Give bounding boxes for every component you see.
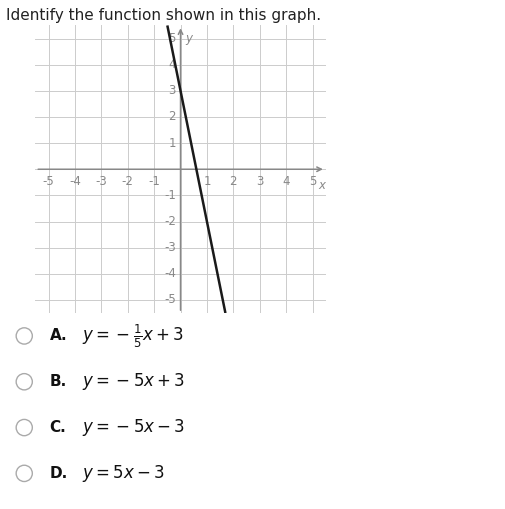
Text: 2: 2	[230, 175, 237, 188]
Text: 3: 3	[256, 175, 264, 188]
Text: -4: -4	[164, 267, 176, 280]
Text: $y = -5x + 3$: $y = -5x + 3$	[82, 371, 185, 392]
Text: x: x	[318, 179, 325, 192]
Text: D.: D.	[49, 466, 68, 481]
Text: -5: -5	[164, 294, 176, 306]
Text: -4: -4	[69, 175, 81, 188]
Text: -5: -5	[43, 175, 55, 188]
Text: -3: -3	[95, 175, 107, 188]
Text: $y = 5x - 3$: $y = 5x - 3$	[82, 463, 165, 484]
Text: $y = -\frac{1}{5}x + 3$: $y = -\frac{1}{5}x + 3$	[82, 322, 184, 350]
Text: y: y	[185, 32, 192, 45]
Text: B.: B.	[49, 374, 67, 389]
Text: 4: 4	[282, 175, 290, 188]
Text: A.: A.	[49, 328, 67, 344]
Text: Identify the function shown in this graph.: Identify the function shown in this grap…	[6, 8, 321, 22]
Text: -2: -2	[122, 175, 134, 188]
Text: 2: 2	[168, 110, 176, 124]
Text: 1: 1	[168, 136, 176, 150]
Text: 4: 4	[168, 58, 176, 71]
Text: -3: -3	[164, 241, 176, 254]
Text: 1: 1	[203, 175, 211, 188]
Text: $y = -5x - 3$: $y = -5x - 3$	[82, 417, 185, 438]
Text: -1: -1	[164, 189, 176, 202]
Text: 5: 5	[168, 32, 176, 45]
Text: 3: 3	[168, 84, 176, 97]
Text: -1: -1	[148, 175, 160, 188]
Text: 5: 5	[309, 175, 316, 188]
Text: -2: -2	[164, 215, 176, 228]
Text: C.: C.	[49, 420, 66, 435]
